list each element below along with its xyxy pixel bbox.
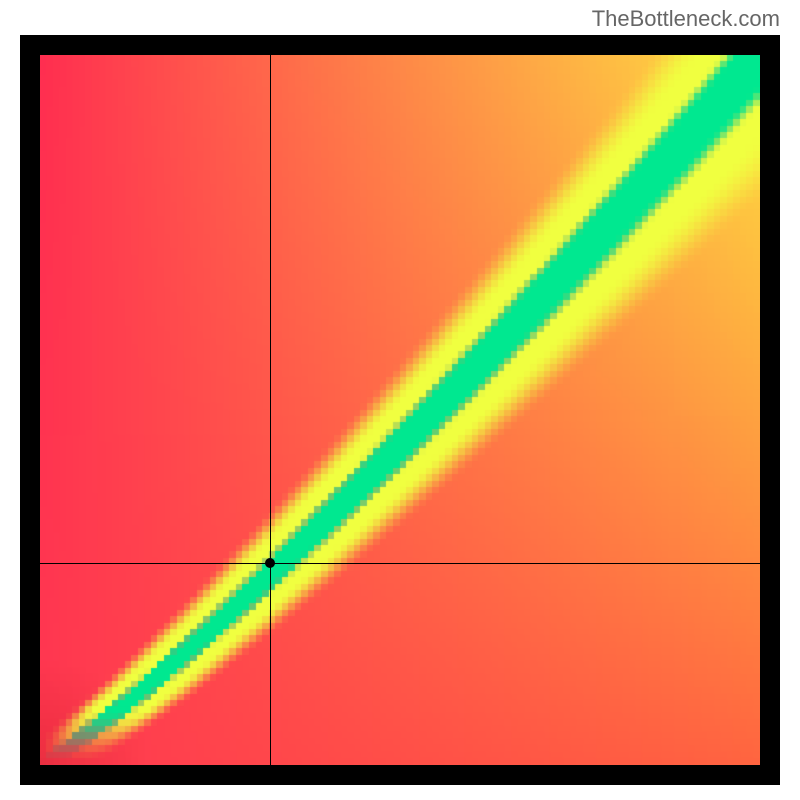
bottleneck-heatmap [40,55,760,765]
plot-area [20,35,780,785]
crosshair-marker [265,558,275,568]
crosshair-horizontal [40,563,760,564]
attribution-text: TheBottleneck.com [592,6,780,32]
crosshair-vertical [270,55,271,765]
